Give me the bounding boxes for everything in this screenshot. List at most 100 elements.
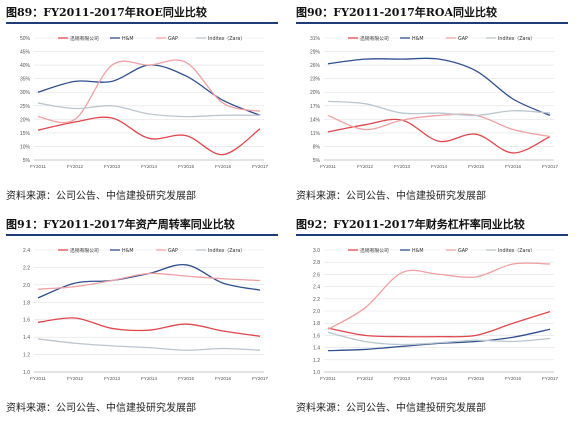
y-tick-label: 2.2 — [313, 297, 320, 303]
figure-title: 图89：FY2011-2017年ROE同业比较 — [6, 6, 207, 19]
y-tick-label: 15% — [20, 131, 31, 137]
y-tick-label: 2.2 — [23, 265, 30, 271]
title-rule — [296, 234, 568, 236]
source-note: 资料来源：公司公告、中信建投研究发展部 — [6, 403, 196, 414]
x-tick-label: FY2013 — [104, 164, 121, 169]
y-tick-label: 2.4 — [23, 248, 30, 254]
legend-label: H&M — [122, 36, 134, 42]
y-tick-label: 1.4 — [313, 346, 320, 352]
y-tick-label: 11% — [310, 131, 320, 137]
x-tick-label: FY2016 — [215, 164, 232, 169]
figure-89: 图89：FY2011-2017年ROE同业比较 5% 10% 15% 20% 25% 30… — [0, 0, 290, 212]
x-tick-label: FY2014 — [141, 164, 158, 169]
source-note: 资料来源：公司公告、中信建投研究发展部 — [6, 191, 196, 202]
y-tick-label: 2.4 — [313, 285, 320, 291]
y-tick-label: 23% — [310, 77, 321, 83]
legend-label: Inditex（Zara） — [208, 36, 245, 42]
legend-label: GAP — [458, 36, 468, 42]
x-tick-label: FY2013 — [104, 376, 121, 381]
series-line — [37, 317, 261, 337]
figure-91: 图91：FY2011-2017年资产周转率同业比较 1.0 1.2 1.4 1.6 1.… — [0, 212, 290, 424]
y-tick-label: 1.0 — [313, 370, 320, 376]
y-tick-label: 2.8 — [313, 260, 320, 266]
x-tick-label: FY2014 — [141, 376, 158, 381]
x-tick-label: FY2011 — [320, 376, 336, 381]
series-line — [327, 310, 551, 338]
series-line — [37, 272, 261, 290]
y-tick-label: 1.4 — [23, 335, 30, 341]
series-line — [37, 116, 261, 156]
title-rule — [6, 234, 278, 236]
x-tick-label: FY2012 — [357, 376, 374, 381]
figure-title: 图91：FY2011-2017年资产周转率同业比较 — [6, 218, 235, 231]
x-tick-label: FY2015 — [468, 164, 485, 169]
legend-label: H&M — [412, 248, 424, 254]
series-line — [327, 100, 551, 117]
title-rule — [296, 22, 568, 24]
x-tick-label: FY2015 — [468, 376, 485, 381]
y-tick-label: 17% — [310, 104, 321, 110]
x-tick-label: FY2011 — [30, 164, 46, 169]
y-tick-label: 14% — [310, 117, 321, 123]
legend-label: 迅销有限公司 — [70, 35, 99, 42]
x-tick-label: FY2016 — [505, 164, 522, 169]
figure-title: 图90：FY2011-2017年ROA同业比较 — [296, 6, 498, 19]
roe-chart: 5% 10% 15% 20% 25% 30% 35% 40% 45% 50% FY2011 FY201… — [20, 35, 269, 169]
series-line — [327, 113, 551, 138]
x-tick-label: FY2014 — [431, 376, 448, 381]
series-line — [37, 59, 261, 124]
series-line — [37, 338, 261, 351]
y-tick-label: 1.2 — [23, 353, 30, 359]
x-tick-label: FY2016 — [505, 376, 522, 381]
y-tick-label: 40% — [20, 63, 31, 69]
x-tick-label: FY2017 — [252, 164, 269, 169]
y-tick-label: 1.0 — [23, 370, 30, 376]
legend-label: 迅销有限公司 — [360, 247, 389, 254]
legend-label: 迅销有限公司 — [360, 35, 389, 42]
x-tick-label: FY2012 — [67, 164, 84, 169]
y-tick-label: 8% — [313, 144, 321, 150]
roa-chart: 5% 8% 11% 14% 17% 20% 23% 26% 29% 31% FY2011 FY2012… — [310, 35, 559, 169]
asset-turnover-chart: 1.0 1.2 1.4 1.6 1.8 2.0 2.2 2.4 FY2011 FY2012 FY20… — [23, 247, 269, 381]
x-tick-label: FY2011 — [320, 164, 336, 169]
y-tick-label: 20% — [310, 90, 321, 96]
y-tick-label: 5% — [23, 158, 31, 164]
series-line — [327, 262, 551, 330]
x-tick-label: FY2011 — [30, 376, 46, 381]
financial-leverage-chart: 1.0 1.2 1.4 1.6 1.8 2.0 2.2 2.4 2.6 2.8 3.0 FY2011 F… — [313, 247, 559, 381]
source-note: 资料来源：公司公告、中信建投研究发展部 — [296, 403, 486, 414]
legend-label: H&M — [122, 248, 134, 254]
legend-label: H&M — [412, 36, 424, 42]
y-tick-label: 20% — [20, 117, 31, 123]
legend-label: 迅销有限公司 — [70, 247, 99, 254]
x-tick-label: FY2017 — [252, 376, 269, 381]
y-tick-label: 3.0 — [313, 248, 320, 254]
y-tick-label: 26% — [310, 63, 321, 69]
x-tick-label: FY2012 — [67, 376, 84, 381]
x-tick-label: FY2015 — [178, 376, 195, 381]
y-tick-label: 1.2 — [313, 358, 320, 364]
x-tick-label: FY2013 — [394, 376, 411, 381]
y-tick-label: 1.6 — [313, 333, 320, 339]
title-rule — [6, 22, 278, 24]
x-tick-label: FY2012 — [357, 164, 374, 169]
x-tick-label: FY2017 — [542, 376, 559, 381]
y-tick-label: 45% — [20, 50, 31, 56]
y-tick-label: 29% — [310, 50, 321, 56]
x-tick-label: FY2014 — [431, 164, 448, 169]
legend-label: Inditex（Zara） — [208, 248, 245, 254]
series-line — [37, 102, 261, 118]
y-tick-label: 30% — [20, 90, 31, 96]
series-line — [327, 118, 551, 154]
y-tick-label: 31% — [310, 36, 321, 42]
y-tick-label: 10% — [20, 144, 31, 150]
x-tick-label: FY2015 — [178, 164, 195, 169]
figure-90: 图90：FY2011-2017年ROA同业比较 5% 8% 11% 14% 17% 20%… — [290, 0, 580, 212]
legend-label: GAP — [168, 36, 178, 42]
series-line — [37, 263, 261, 299]
y-tick-label: 2.0 — [23, 283, 30, 289]
figure-title: 图92：FY2011-2017年财务杠杆率同业比较 — [296, 218, 525, 231]
legend-label: Inditex（Zara） — [498, 248, 535, 254]
x-tick-label: FY2016 — [215, 376, 232, 381]
y-tick-label: 1.8 — [23, 300, 30, 306]
